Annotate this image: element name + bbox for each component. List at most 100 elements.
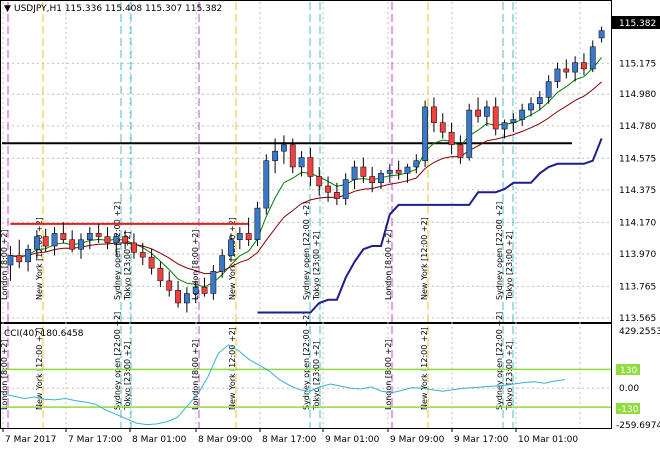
candle-body bbox=[42, 236, 49, 247]
candle[interactable] bbox=[219, 249, 226, 278]
candle[interactable] bbox=[448, 122, 455, 155]
candle[interactable] bbox=[86, 227, 93, 250]
candle[interactable] bbox=[536, 91, 543, 111]
candle[interactable] bbox=[95, 223, 102, 243]
candle[interactable] bbox=[254, 201, 261, 247]
candle[interactable] bbox=[263, 154, 270, 215]
candle[interactable] bbox=[166, 271, 173, 297]
candle[interactable] bbox=[16, 239, 23, 269]
candle[interactable] bbox=[342, 173, 349, 205]
candle[interactable] bbox=[298, 151, 305, 177]
candle[interactable] bbox=[316, 166, 323, 196]
candle[interactable] bbox=[25, 244, 31, 272]
price-tick-label: 113.970 bbox=[619, 250, 656, 260]
candle-body bbox=[369, 176, 376, 184]
candle-body bbox=[298, 157, 305, 168]
candle[interactable] bbox=[598, 26, 605, 43]
candle-body bbox=[545, 81, 552, 98]
candle[interactable] bbox=[245, 217, 252, 247]
candle[interactable] bbox=[122, 230, 129, 250]
candle[interactable] bbox=[272, 138, 279, 174]
candle[interactable] bbox=[157, 261, 164, 288]
candle[interactable] bbox=[422, 100, 429, 167]
candle[interactable] bbox=[69, 230, 76, 253]
candle[interactable] bbox=[289, 138, 296, 174]
candle[interactable] bbox=[501, 119, 508, 139]
candle[interactable] bbox=[351, 160, 358, 190]
price-tick-label: 114.980 bbox=[619, 90, 656, 100]
candle[interactable] bbox=[483, 100, 490, 126]
candle[interactable] bbox=[510, 113, 517, 133]
candle[interactable] bbox=[457, 135, 464, 164]
candle[interactable] bbox=[281, 135, 287, 164]
candle[interactable] bbox=[475, 97, 481, 123]
time-tick-label: 8 Mar 09:00 bbox=[198, 435, 253, 445]
candle[interactable] bbox=[563, 59, 570, 79]
candle[interactable] bbox=[431, 97, 437, 133]
candle-body bbox=[413, 160, 420, 168]
candle[interactable] bbox=[228, 233, 234, 262]
candle[interactable] bbox=[492, 97, 499, 136]
candle[interactable] bbox=[42, 228, 49, 253]
candle[interactable] bbox=[307, 148, 314, 186]
candle[interactable] bbox=[131, 233, 137, 259]
time-tick-label: 7 Mar 2017 bbox=[5, 435, 56, 445]
main-chart-frame bbox=[0, 0, 612, 323]
candle-body bbox=[475, 109, 481, 117]
time-tick-label: 8 Mar 17:00 bbox=[262, 435, 317, 445]
candle-body bbox=[528, 103, 534, 111]
candle[interactable] bbox=[413, 154, 420, 174]
candle[interactable] bbox=[386, 163, 393, 183]
candle[interactable] bbox=[581, 53, 587, 76]
candle-body bbox=[342, 179, 349, 199]
candle[interactable] bbox=[404, 163, 411, 183]
candle[interactable] bbox=[7, 246, 14, 281]
candle[interactable] bbox=[175, 280, 181, 308]
candle[interactable] bbox=[572, 56, 579, 82]
candle[interactable] bbox=[148, 249, 155, 275]
candle[interactable] bbox=[466, 103, 473, 161]
candle-body bbox=[360, 166, 367, 177]
candle[interactable] bbox=[439, 113, 446, 139]
time-tick-label: 7 Mar 17:00 bbox=[68, 435, 123, 445]
price-tick-label: 114.375 bbox=[619, 186, 656, 196]
candle-body bbox=[563, 68, 570, 73]
candle-body bbox=[289, 144, 296, 168]
candle-body bbox=[7, 255, 14, 266]
session-label-new_york: New York [12:00 +2] bbox=[35, 327, 44, 410]
candle[interactable] bbox=[545, 75, 552, 104]
candle[interactable] bbox=[210, 265, 217, 300]
candle[interactable] bbox=[395, 160, 402, 180]
candle[interactable] bbox=[589, 40, 596, 73]
candle[interactable] bbox=[325, 176, 331, 202]
candle[interactable] bbox=[183, 287, 190, 313]
session-labels: London [8:00 +2] London [8:00 +2] New York… bbox=[0, 202, 514, 411]
candle[interactable] bbox=[139, 242, 146, 266]
candle[interactable] bbox=[369, 166, 376, 193]
candle[interactable] bbox=[33, 230, 40, 259]
candle-body bbox=[510, 119, 517, 123]
candle[interactable] bbox=[519, 103, 526, 126]
candle[interactable] bbox=[528, 97, 534, 117]
candle-body bbox=[439, 122, 446, 133]
candle[interactable] bbox=[104, 227, 111, 250]
candle[interactable] bbox=[51, 227, 58, 256]
time-tick-label: 8 Mar 01:00 bbox=[132, 435, 187, 445]
candle[interactable] bbox=[236, 227, 243, 250]
candle[interactable] bbox=[113, 233, 120, 256]
candle[interactable] bbox=[360, 157, 367, 183]
candle[interactable] bbox=[78, 233, 84, 259]
cci-line bbox=[3, 344, 566, 426]
candle-body bbox=[325, 185, 331, 193]
candle[interactable] bbox=[554, 62, 561, 88]
candle[interactable] bbox=[333, 182, 340, 205]
candle[interactable] bbox=[192, 280, 199, 303]
candle[interactable] bbox=[60, 222, 67, 243]
candle-body bbox=[51, 233, 58, 247]
cci-panel-frame bbox=[0, 323, 612, 429]
candle-body bbox=[157, 267, 164, 282]
candle[interactable] bbox=[201, 277, 208, 297]
candle[interactable] bbox=[378, 170, 384, 190]
